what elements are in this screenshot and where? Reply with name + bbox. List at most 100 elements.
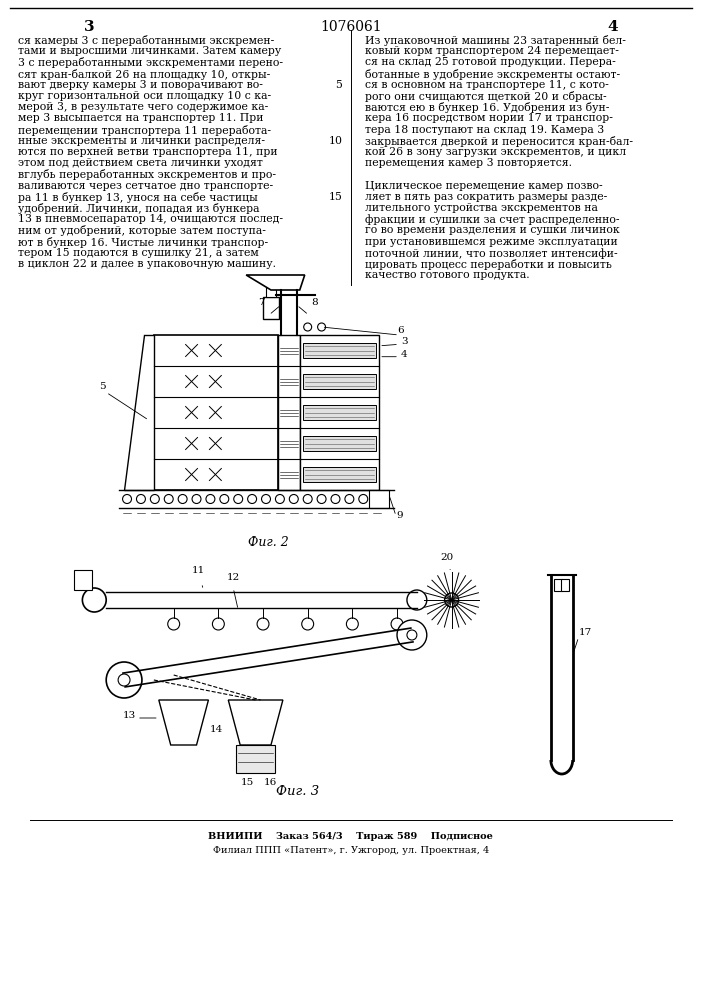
Text: нные экскременты и личинки распределя-: нные экскременты и личинки распределя- bbox=[18, 136, 265, 146]
Text: 16: 16 bbox=[264, 778, 277, 787]
Text: 4: 4 bbox=[607, 20, 618, 34]
Text: 3: 3 bbox=[84, 20, 95, 34]
Circle shape bbox=[164, 494, 173, 504]
Text: валиваются через сетчатое дно транспорте-: валиваются через сетчатое дно транспорте… bbox=[18, 181, 273, 191]
Text: тами и выросшими личинками. Затем камеру: тами и выросшими личинками. Затем камеру bbox=[18, 46, 281, 56]
Text: 15: 15 bbox=[241, 778, 255, 787]
Text: 7: 7 bbox=[258, 298, 264, 307]
Text: тера 18 поступают на склад 19. Камера 3: тера 18 поступают на склад 19. Камера 3 bbox=[366, 125, 604, 135]
Text: 13: 13 bbox=[122, 711, 136, 720]
Bar bbox=[303, 467, 376, 482]
Text: го во времени разделения и сушки личинок: го во времени разделения и сушки личинок bbox=[366, 225, 620, 235]
Circle shape bbox=[192, 494, 201, 504]
Text: лительного устройства экскрементов на: лительного устройства экскрементов на bbox=[366, 203, 598, 213]
Text: 3 с переработанными экскрементами перено-: 3 с переработанными экскрементами перено… bbox=[18, 57, 283, 68]
Text: 9: 9 bbox=[396, 511, 403, 520]
Circle shape bbox=[346, 618, 358, 630]
Text: 10: 10 bbox=[329, 136, 342, 146]
Circle shape bbox=[331, 494, 340, 504]
Bar bbox=[303, 405, 376, 420]
Circle shape bbox=[106, 662, 142, 698]
Circle shape bbox=[122, 494, 132, 504]
Text: 4: 4 bbox=[401, 350, 408, 359]
Text: 8: 8 bbox=[311, 298, 318, 307]
Text: удобрений. Личинки, попадая из бункера: удобрений. Личинки, попадая из бункера bbox=[18, 203, 259, 214]
Circle shape bbox=[317, 494, 326, 504]
Text: вают дверку камеры 3 и поворачивают во-: вают дверку камеры 3 и поворачивают во- bbox=[18, 80, 263, 90]
Bar bbox=[561, 579, 568, 591]
Circle shape bbox=[345, 494, 354, 504]
Text: 14: 14 bbox=[210, 726, 223, 734]
Text: ся на склад 25 готовой продукции. Перера-: ся на склад 25 готовой продукции. Перера… bbox=[366, 57, 616, 67]
Text: 3: 3 bbox=[401, 337, 408, 346]
Circle shape bbox=[373, 494, 382, 504]
Text: ваются ею в бункер 16. Удобрения из бун-: ваются ею в бункер 16. Удобрения из бун- bbox=[366, 102, 609, 113]
Circle shape bbox=[151, 494, 159, 504]
Text: перемещении транспортера 11 переработа-: перемещении транспортера 11 переработа- bbox=[18, 125, 271, 136]
Text: 20: 20 bbox=[440, 553, 453, 562]
Circle shape bbox=[247, 494, 257, 504]
Circle shape bbox=[289, 494, 298, 504]
Circle shape bbox=[397, 620, 427, 650]
Text: ся в основном на транспортере 11, с кото-: ся в основном на транспортере 11, с кото… bbox=[366, 80, 609, 90]
Circle shape bbox=[276, 494, 284, 504]
Circle shape bbox=[303, 494, 312, 504]
Text: 17: 17 bbox=[579, 628, 592, 637]
Text: сят кран-балкой 26 на площадку 10, откры-: сят кран-балкой 26 на площадку 10, откры… bbox=[18, 69, 270, 80]
Text: Из упаковочной машины 23 затаренный бел-: Из упаковочной машины 23 затаренный бел- bbox=[366, 35, 626, 46]
Circle shape bbox=[359, 494, 368, 504]
Bar bbox=[74, 570, 93, 590]
Text: Циклическое перемещение камер позво-: Циклическое перемещение камер позво- bbox=[366, 181, 603, 191]
Text: мер 3 высыпается на транспортер 11. При: мер 3 высыпается на транспортер 11. При bbox=[18, 113, 264, 123]
Text: 5: 5 bbox=[336, 80, 342, 90]
Text: ляет в пять раз сократить размеры разде-: ляет в пять раз сократить размеры разде- bbox=[366, 192, 607, 202]
Polygon shape bbox=[246, 275, 305, 290]
Text: Филиал ППП «Патент», г. Ужгород, ул. Проектная, 4: Филиал ППП «Патент», г. Ужгород, ул. Про… bbox=[213, 846, 489, 855]
Text: ковый корм транспортером 24 перемещает-: ковый корм транспортером 24 перемещает- bbox=[366, 46, 619, 56]
Circle shape bbox=[212, 618, 224, 630]
Circle shape bbox=[391, 618, 403, 630]
Circle shape bbox=[304, 323, 312, 331]
Text: фракции и сушилки за счет распределенно-: фракции и сушилки за счет распределенно- bbox=[366, 214, 620, 225]
Polygon shape bbox=[124, 335, 154, 490]
Circle shape bbox=[136, 494, 146, 504]
Circle shape bbox=[206, 494, 215, 504]
Bar bbox=[303, 343, 376, 358]
Text: ВНИИПИ    Заказ 564/3    Тираж 589    Подписное: ВНИИПИ Заказ 564/3 Тираж 589 Подписное bbox=[209, 832, 493, 841]
Text: ся камеры 3 с переработанными экскремен-: ся камеры 3 с переработанными экскремен- bbox=[18, 35, 274, 46]
Text: вглубь переработанных экскрементов и про-: вглубь переработанных экскрементов и про… bbox=[18, 169, 276, 180]
Text: кера 16 посредством нории 17 и транспор-: кера 16 посредством нории 17 и транспор- bbox=[366, 113, 613, 123]
Text: тером 15 подаются в сушилку 21, а затем: тером 15 подаются в сушилку 21, а затем bbox=[18, 248, 259, 258]
Text: ются по верхней ветви транспортера 11, при: ются по верхней ветви транспортера 11, п… bbox=[18, 147, 277, 157]
Polygon shape bbox=[228, 700, 283, 745]
Text: этом под действием света личинки уходят: этом под действием света личинки уходят bbox=[18, 158, 263, 168]
Circle shape bbox=[407, 590, 427, 610]
Text: 13 в пневмосепаратор 14, очищаются послед-: 13 в пневмосепаратор 14, очищаются после… bbox=[18, 214, 283, 224]
Bar bbox=[300, 335, 379, 490]
Circle shape bbox=[257, 618, 269, 630]
Text: рого они счищаются щеткой 20 и сбрасы-: рого они счищаются щеткой 20 и сбрасы- bbox=[366, 91, 607, 102]
Text: 6: 6 bbox=[397, 326, 404, 335]
Bar bbox=[154, 335, 278, 490]
Text: качество готового продукта.: качество готового продукта. bbox=[366, 270, 530, 280]
Bar bbox=[236, 745, 275, 773]
Text: в циклон 22 и далее в упаковочную машину.: в циклон 22 и далее в упаковочную машину… bbox=[18, 259, 276, 269]
Text: ра 11 в бункер 13, унося на себе частицы: ра 11 в бункер 13, унося на себе частицы bbox=[18, 192, 257, 203]
Text: при установившемся режиме эксплуатации: при установившемся режиме эксплуатации bbox=[366, 237, 618, 247]
Polygon shape bbox=[159, 700, 209, 745]
Circle shape bbox=[317, 323, 325, 331]
Text: Фиг. 3: Фиг. 3 bbox=[276, 785, 320, 798]
Text: ним от удобрений, которые затем поступа-: ним от удобрений, которые затем поступа- bbox=[18, 225, 266, 236]
Text: поточной линии, что позволяет интенсифи-: поточной линии, что позволяет интенсифи- bbox=[366, 248, 618, 259]
Text: 12: 12 bbox=[227, 573, 240, 582]
Text: кой 26 в зону загрузки экскрементов, и цикл: кой 26 в зону загрузки экскрементов, и ц… bbox=[366, 147, 626, 157]
Text: круг горизонтальной оси площадку 10 с ка-: круг горизонтальной оси площадку 10 с ка… bbox=[18, 91, 271, 101]
Circle shape bbox=[178, 494, 187, 504]
Circle shape bbox=[407, 630, 417, 640]
Bar bbox=[554, 579, 562, 591]
Text: закрывается дверкой и переносится кран-бал-: закрывается дверкой и переносится кран-б… bbox=[366, 136, 633, 147]
Circle shape bbox=[168, 618, 180, 630]
Text: Фиг. 2: Фиг. 2 bbox=[247, 536, 288, 549]
Bar bbox=[303, 436, 376, 451]
Text: перемещения камер 3 повторяется.: перемещения камер 3 повторяется. bbox=[366, 158, 572, 168]
